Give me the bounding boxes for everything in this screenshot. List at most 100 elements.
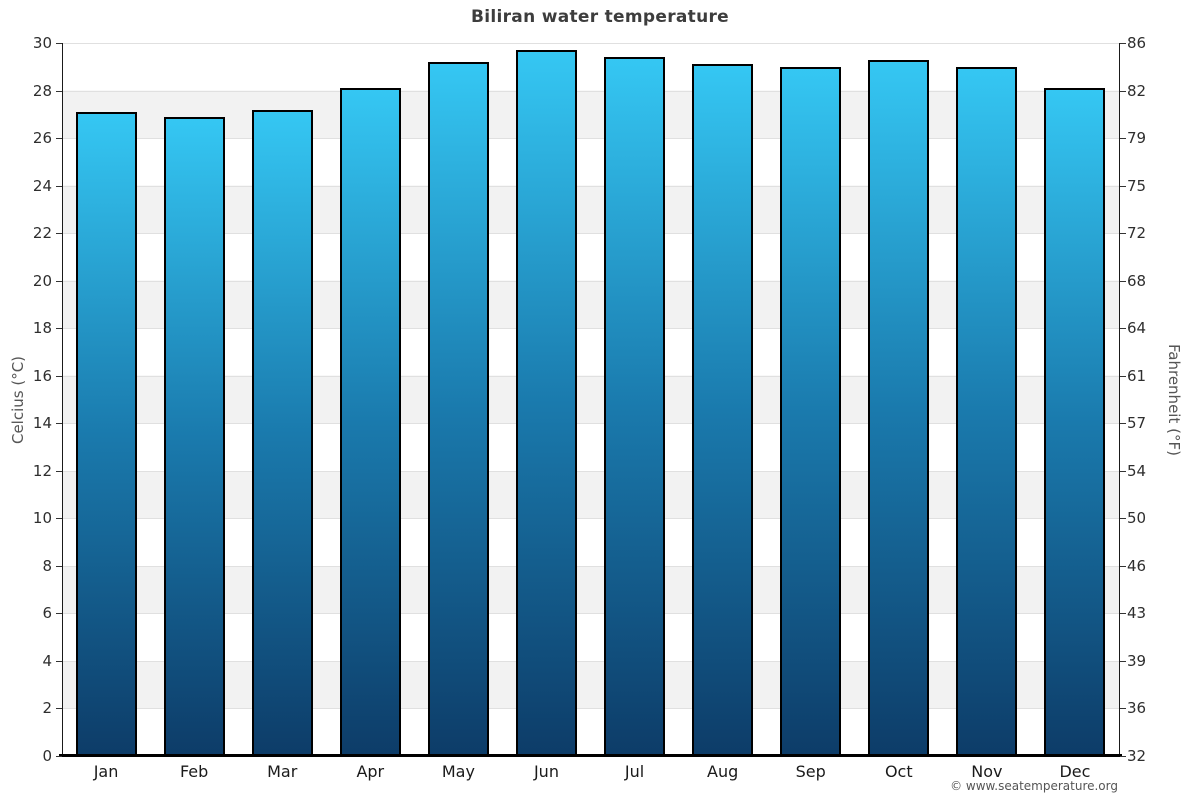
- y-tick-celsius-30: 30: [32, 34, 52, 52]
- bar-mar: [251, 109, 313, 756]
- gridline-10c: [62, 518, 1119, 520]
- tick-mark-right: [1120, 613, 1126, 615]
- x-tick-aug: Aug: [707, 762, 739, 781]
- y-tick-celsius-22: 22: [32, 224, 52, 243]
- tick-mark-left: [56, 708, 62, 710]
- y-tick-celsius-20: 20: [32, 271, 52, 290]
- tick-mark-left: [56, 43, 62, 44]
- y-tick-celsius-14: 14: [32, 414, 52, 433]
- y-tick-celsius-28: 28: [32, 81, 52, 100]
- tick-mark-left: [56, 423, 62, 425]
- tick-mark-left: [56, 756, 62, 757]
- gridline-4c: [62, 660, 1119, 662]
- bar-jul: [604, 57, 666, 756]
- gridline-30c: [62, 43, 1119, 44]
- y-tick-celsius-24: 24: [32, 176, 52, 195]
- plot-area: [62, 43, 1119, 756]
- tick-mark-right: [1120, 708, 1126, 710]
- x-tick-sep: Sep: [795, 762, 826, 781]
- tick-mark-right: [1120, 90, 1126, 92]
- tick-mark-right: [1120, 138, 1126, 140]
- y-tick-fahrenheit-72: 72: [1127, 224, 1147, 243]
- y-tick-fahrenheit-82: 82: [1127, 81, 1147, 100]
- bar-jun: [515, 50, 577, 756]
- bar-aug: [692, 64, 754, 756]
- y-tick-celsius-2: 2: [42, 699, 52, 718]
- y-tick-fahrenheit-54: 54: [1127, 461, 1147, 480]
- y-tick-celsius-0: 0: [42, 747, 52, 765]
- x-tick-jan: Jan: [93, 762, 119, 781]
- y-tick-fahrenheit-75: 75: [1127, 176, 1147, 195]
- tick-mark-left: [56, 185, 62, 187]
- gridline-24c: [62, 185, 1119, 187]
- y-tick-celsius-4: 4: [42, 651, 52, 670]
- y-tick-fahrenheit-64: 64: [1127, 319, 1147, 338]
- y-tick-fahrenheit-39: 39: [1127, 651, 1147, 670]
- y-tick-fahrenheit-50: 50: [1127, 509, 1147, 528]
- tick-mark-right: [1120, 185, 1126, 187]
- y-tick-celsius-6: 6: [42, 604, 52, 623]
- tick-mark-left: [56, 90, 62, 92]
- y-tick-fahrenheit-61: 61: [1127, 366, 1147, 385]
- tick-mark-right: [1120, 233, 1126, 235]
- tick-mark-left: [56, 328, 62, 330]
- bar-oct: [868, 59, 930, 756]
- y-tick-fahrenheit-79: 79: [1127, 129, 1147, 148]
- y-tick-celsius-26: 26: [32, 129, 52, 148]
- gridline-2c: [62, 708, 1119, 710]
- tick-mark-right: [1120, 565, 1126, 567]
- tick-mark-left: [56, 565, 62, 567]
- gridline-12c: [62, 470, 1119, 472]
- tick-mark-left: [56, 138, 62, 140]
- tick-mark-right: [1120, 423, 1126, 425]
- y-tick-celsius-16: 16: [32, 366, 52, 385]
- bar-feb: [163, 116, 225, 756]
- x-tick-apr: Apr: [356, 762, 385, 781]
- gridline-16c: [62, 375, 1119, 377]
- gridline-20c: [62, 280, 1119, 282]
- gridline-26c: [62, 138, 1119, 140]
- x-tick-may: May: [441, 762, 475, 781]
- x-axis-line: [59, 754, 1122, 757]
- gridline-8c: [62, 565, 1119, 567]
- bar-nov: [956, 66, 1018, 756]
- y-tick-fahrenheit-43: 43: [1127, 604, 1147, 623]
- bar-sep: [780, 66, 842, 756]
- x-tick-nov: Nov: [971, 762, 1003, 781]
- y-axis-line-right: [1119, 43, 1120, 756]
- y-axis-title-fahrenheit: Fahrenheit (°F): [1165, 344, 1183, 456]
- gridline-22c: [62, 233, 1119, 235]
- x-tick-mar: Mar: [267, 762, 298, 781]
- gridline-6c: [62, 613, 1119, 615]
- tick-mark-right: [1120, 328, 1126, 330]
- tick-mark-right: [1120, 518, 1126, 520]
- copyright-link[interactable]: © www.seatemperature.org: [950, 779, 1118, 793]
- gridline-28c: [62, 90, 1119, 92]
- tick-mark-left: [56, 613, 62, 615]
- x-tick-oct: Oct: [884, 762, 913, 781]
- gridline-18c: [62, 328, 1119, 330]
- x-tick-dec: Dec: [1059, 762, 1091, 781]
- y-axis-line-left: [62, 43, 63, 756]
- y-tick-celsius-8: 8: [42, 556, 52, 575]
- tick-mark-left: [56, 280, 62, 282]
- tick-mark-right: [1120, 756, 1126, 757]
- tick-mark-right: [1120, 660, 1126, 662]
- y-tick-fahrenheit-32: 32: [1127, 747, 1147, 765]
- chart-title: Biliran water temperature: [470, 7, 730, 27]
- tick-mark-right: [1120, 470, 1126, 472]
- y-tick-fahrenheit-86: 86: [1127, 34, 1147, 52]
- x-tick-jul: Jul: [624, 762, 645, 781]
- bar-dec: [1044, 88, 1106, 756]
- y-tick-fahrenheit-68: 68: [1127, 271, 1147, 290]
- y-tick-celsius-12: 12: [32, 461, 52, 480]
- tick-mark-left: [56, 660, 62, 662]
- bar-apr: [339, 88, 401, 756]
- tick-mark-right: [1120, 280, 1126, 282]
- y-tick-fahrenheit-36: 36: [1127, 699, 1147, 718]
- x-tick-feb: Feb: [179, 762, 209, 781]
- tick-mark-left: [56, 518, 62, 520]
- gridline-14c: [62, 423, 1119, 425]
- tick-mark-left: [56, 233, 62, 235]
